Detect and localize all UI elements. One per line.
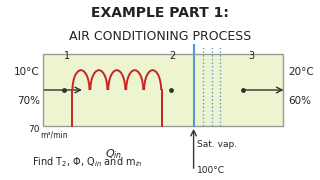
Text: AIR CONDITIONING PROCESS: AIR CONDITIONING PROCESS <box>69 30 251 42</box>
Text: 10°C: 10°C <box>14 67 40 77</box>
Text: 70%: 70% <box>17 96 40 106</box>
Text: EXAMPLE PART 1:: EXAMPLE PART 1: <box>91 6 229 20</box>
Text: 60%: 60% <box>288 96 311 106</box>
Bar <box>43 54 283 126</box>
Text: m³/min: m³/min <box>40 130 68 140</box>
Text: 100°C: 100°C <box>197 166 225 175</box>
Text: $Q_{in}$: $Q_{in}$ <box>105 148 122 161</box>
Text: Sat. vap.: Sat. vap. <box>197 140 237 149</box>
Text: 1: 1 <box>64 51 70 61</box>
Text: 2: 2 <box>170 51 176 61</box>
Text: 20°C: 20°C <box>288 67 314 77</box>
Text: Find T$_2$, $\Phi$, Q$_{in}$ and m$_{in}$: Find T$_2$, $\Phi$, Q$_{in}$ and m$_{in}… <box>32 155 143 169</box>
Text: 3: 3 <box>248 51 254 61</box>
Text: 70: 70 <box>28 125 40 134</box>
